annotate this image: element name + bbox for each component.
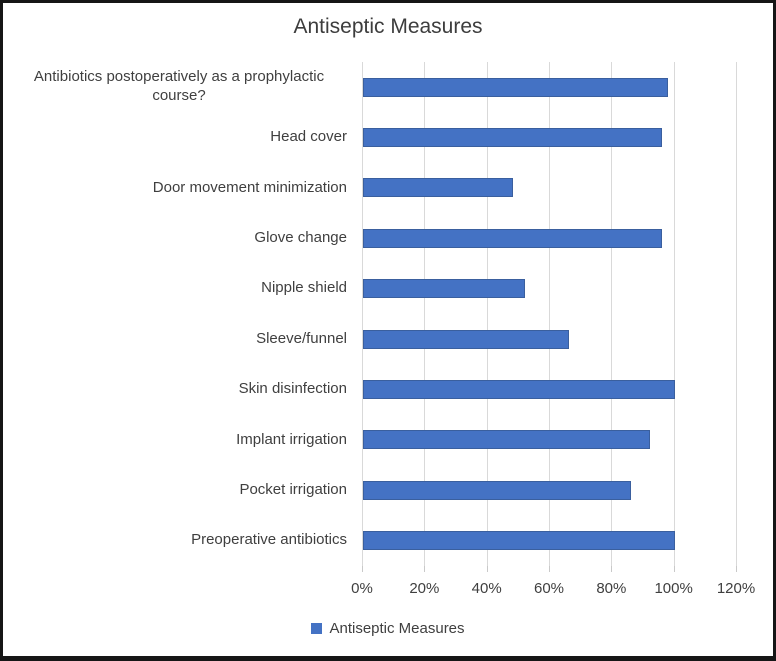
category-label: Door movement minimization [152, 178, 347, 196]
x-tick-label: 20% [409, 580, 440, 597]
axis-tick-mark [362, 566, 363, 572]
category-row: Antibiotics postoperatively as a prophyl… [3, 62, 736, 112]
category-label-cell: Antibiotics postoperatively as a prophyl… [3, 68, 347, 106]
bars-container: Antibiotics postoperatively as a prophyl… [3, 62, 736, 566]
bar-track [362, 415, 736, 465]
x-tick-label: 40% [471, 580, 502, 597]
category-label: Preoperative antibiotics [191, 531, 347, 549]
category-label-cell: Door movement minimization [3, 179, 347, 198]
category-label: Glove change [254, 228, 347, 246]
gridline [362, 62, 363, 566]
category-label-cell: Glove change [3, 229, 347, 248]
bar-track [362, 112, 736, 162]
category-label-cell: Implant irrigation [3, 431, 347, 450]
category-row: Pocket irrigation [3, 465, 736, 515]
bar-track [362, 163, 736, 213]
bar [363, 228, 663, 248]
x-tick-label: 80% [596, 580, 627, 597]
category-label: Nipple shield [261, 279, 347, 297]
category-label: Implant irrigation [236, 430, 347, 448]
gridline [486, 62, 488, 566]
bar-track [362, 62, 736, 112]
bar-track [362, 364, 736, 414]
axis-tick-mark [611, 566, 613, 572]
gridline [611, 62, 613, 566]
bar [363, 329, 569, 349]
gridline [736, 62, 737, 566]
category-row: Preoperative antibiotics [3, 516, 736, 566]
gridline [673, 62, 675, 566]
chart-title: Antiseptic Measures [293, 15, 483, 38]
bar [363, 77, 669, 97]
category-label: Sleeve/funnel [256, 329, 347, 347]
x-tick-label: 100% [654, 580, 693, 597]
category-label-cell: Pocket irrigation [3, 481, 347, 500]
x-tick-label: 0% [351, 580, 373, 597]
bar [363, 430, 650, 450]
bar [363, 380, 675, 400]
axis-tick-mark [549, 566, 550, 572]
bar [363, 128, 663, 148]
category-row: Glove change [3, 213, 736, 263]
x-axis: 0% 20% 40% 60% 80% 100% 120% [351, 580, 755, 600]
axis-tick-mark [486, 566, 488, 572]
bar-track [362, 314, 736, 364]
x-tick-label: 120% [716, 580, 756, 597]
legend: Antiseptic Measures [3, 620, 773, 637]
bar-track [362, 516, 736, 566]
category-label: Skin disinfection [238, 380, 347, 398]
category-row: Nipple shield [3, 264, 736, 314]
category-label: Antibiotics postoperatively as a prophyl… [33, 68, 325, 105]
category-label-cell: Sleeve/funnel [3, 330, 347, 349]
bar-track [362, 264, 736, 314]
axis-tick-mark [736, 566, 737, 572]
category-label-cell: Skin disinfection [3, 380, 347, 399]
axis-tick-mark [424, 566, 426, 572]
category-label-cell: Preoperative antibiotics [3, 531, 347, 550]
x-tick-label: 60% [533, 580, 565, 597]
plot-area [362, 62, 737, 572]
bar [363, 178, 513, 198]
gridline [549, 62, 550, 566]
category-row: Skin disinfection [3, 364, 736, 414]
axis-tick-mark [673, 566, 675, 572]
legend-swatch-icon [311, 623, 323, 634]
category-row: Sleeve/funnel [3, 314, 736, 364]
bar [363, 531, 675, 551]
bar [363, 480, 632, 500]
bar-track [362, 465, 736, 515]
gridline [424, 62, 426, 566]
bar [363, 279, 526, 299]
category-label: Head cover [270, 128, 347, 146]
category-row: Door movement minimization [3, 163, 736, 213]
category-row: Head cover [3, 112, 736, 162]
bar-track [362, 213, 736, 263]
category-label-cell: Nipple shield [3, 279, 347, 298]
category-label-cell: Head cover [3, 128, 347, 147]
category-row: Implant irrigation [3, 415, 736, 465]
category-label: Pocket irrigation [239, 480, 347, 498]
legend-label: Antiseptic Measures [329, 620, 465, 637]
